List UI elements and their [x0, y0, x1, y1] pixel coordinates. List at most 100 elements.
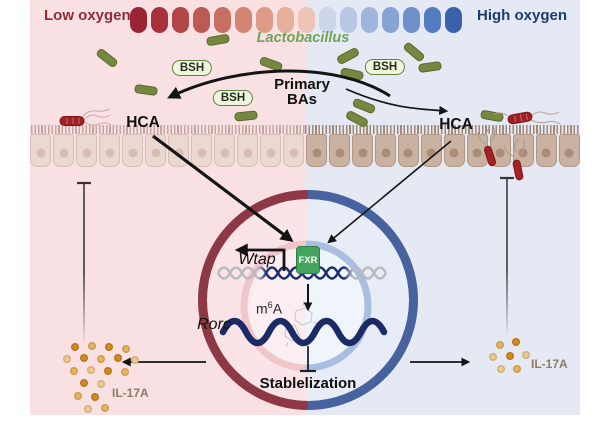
il17a-dot [71, 343, 79, 351]
epithelial-cell [420, 134, 443, 167]
epithelial-cell [305, 134, 328, 167]
il17a-dot [84, 405, 92, 413]
cell-nucleus [289, 148, 299, 158]
epithelium-layer [30, 134, 581, 167]
hca-to-fxr-arrow-left [152, 134, 294, 242]
fxr-protein: FXR [296, 246, 320, 274]
il17a-dot [97, 355, 105, 363]
cell-nucleus [82, 148, 92, 158]
cell-nucleus [105, 148, 115, 158]
il17a-dot [87, 366, 95, 374]
epithelial-cell [52, 134, 75, 167]
pathogen-invading-1 [477, 125, 497, 167]
bsh-arrow-left [167, 69, 391, 99]
epithelial-cell [30, 134, 52, 167]
il17a-dot [489, 353, 497, 361]
il17a-dot [97, 380, 105, 388]
epithelial-cell [328, 134, 351, 167]
cell-nucleus [266, 148, 276, 158]
oxygen-pill [214, 7, 231, 33]
epithelial-cell [374, 134, 397, 167]
cell-nucleus [312, 148, 322, 158]
epithelial-cell [190, 134, 213, 167]
cell-nucleus [197, 148, 207, 158]
bsh-badge-3: BSH [364, 59, 406, 75]
epithelial-cell [75, 134, 98, 167]
primary-bas-label: Primary BAs [274, 76, 330, 108]
oxygen-pill [361, 7, 378, 33]
il17a-inhibition-right [500, 176, 514, 336]
oxygen-pill [151, 7, 168, 33]
il17a-dot [506, 352, 514, 360]
cell-nucleus [403, 148, 413, 158]
oxygen-pill [340, 7, 357, 33]
il17a-dot [63, 355, 71, 363]
wtap-transcription-arrow [234, 243, 286, 271]
epithelial-cell [236, 134, 259, 167]
oxygen-pill [130, 7, 147, 33]
il17a-dot [522, 351, 530, 359]
epithelial-cell [512, 134, 535, 167]
epithelial-cell [121, 134, 144, 167]
oxygen-pill [193, 7, 210, 33]
pathogen-invading-2 [503, 137, 525, 181]
il17a-dot [513, 365, 521, 373]
hca-right-label: HCA [439, 116, 473, 133]
oxygen-pill [277, 7, 294, 33]
m6a-label: m6A [256, 300, 283, 317]
il17a-dot [70, 367, 78, 375]
cell-nucleus [518, 148, 528, 158]
oxygen-pill [445, 7, 462, 33]
epithelial-cell [397, 134, 420, 167]
pathogen-right-top [493, 111, 561, 125]
oxygen-pill [403, 7, 420, 33]
cell-nucleus [541, 148, 551, 158]
oxygen-pill [319, 7, 336, 33]
cell-nucleus [220, 148, 230, 158]
oxygen-pill [382, 7, 399, 33]
il17a-dot [88, 342, 96, 350]
hca-left-label: HCA [126, 114, 160, 131]
high-oxygen-label: High oxygen [477, 7, 568, 24]
cell-nucleus [472, 148, 482, 158]
cell-nucleus [335, 148, 345, 158]
epithelial-cell [535, 134, 558, 167]
epithelial-cell [98, 134, 121, 167]
oxygen-pill [172, 7, 189, 33]
oxygen-pill [298, 7, 315, 33]
rorc-mrna-wave [219, 317, 388, 347]
cell-nucleus [128, 148, 138, 158]
cell-nucleus [151, 148, 161, 158]
cell-nucleus [426, 148, 436, 158]
oxygen-pill [235, 7, 252, 33]
pathogen-left [59, 108, 112, 126]
il17a-dot [496, 341, 504, 349]
il17a-dot [101, 404, 109, 412]
il17a-dot [512, 338, 520, 346]
cell-nucleus [381, 148, 390, 158]
oxygen-gradient-bar [130, 7, 462, 33]
cell-nucleus [564, 148, 574, 158]
microvilli-right [305, 125, 579, 134]
bsh-arrow-right [345, 88, 449, 115]
oxygen-pill [256, 7, 273, 33]
il17a-dot [80, 354, 88, 362]
il17a-right-label: IL-17A [531, 357, 568, 371]
stabilization-tbar [300, 346, 316, 373]
hca-to-fxr-arrow-right [327, 140, 452, 244]
epithelial-cell [351, 134, 374, 167]
il17a-dot [131, 356, 139, 364]
cell-nucleus [243, 148, 253, 158]
il17a-dot [497, 365, 505, 373]
il17a-dot [105, 343, 113, 351]
stabilization-label: Stablelization [259, 375, 357, 392]
low-oxygen-label: Low oxygen [44, 7, 131, 24]
il17a-dot [121, 368, 129, 376]
il17a-dot [80, 379, 88, 387]
il17a-dot [74, 392, 82, 400]
il17a-dot [104, 367, 112, 375]
cell-nucleus [358, 148, 368, 158]
cell-nucleus [449, 148, 459, 158]
cell-nucleus [174, 148, 184, 158]
